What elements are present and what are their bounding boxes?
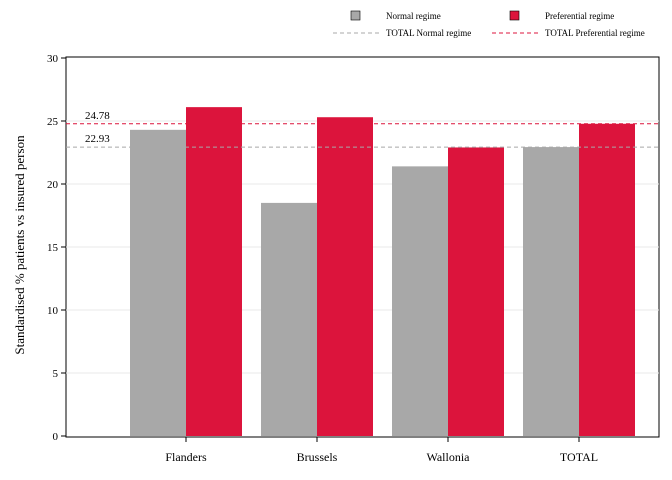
y-tick-label-6: 30 [47,53,59,65]
legend-swatch-preferential [509,10,520,21]
bar-normal-total [523,147,579,436]
legend-label-preferential: Preferential regime [545,11,614,21]
y-tick-label-4: 20 [47,179,59,191]
y-axis: 0 5 10 15 20 25 30 [47,53,66,443]
bar-normal-brussels [261,202,317,436]
reference-label-1: 24.78 [85,110,110,122]
bar-normal-flanders [130,129,186,436]
bar-normal-wallonia [392,166,448,437]
y-tick-label-2: 10 [47,305,59,317]
x-tick-label-total: TOTAL [560,450,598,464]
x-tick-label-brussels: Brussels [297,450,338,464]
legend-label-total-normal: TOTAL Normal regime [386,28,471,38]
y-tick-label-5: 25 [47,116,59,128]
reference-lines: 22.93 24.78 [66,110,659,148]
bar-preferential-total [579,123,635,436]
legend: Normal regime Preferential regime TOTAL … [333,10,645,38]
bar-preferential-brussels [317,117,373,436]
y-tick-label-0: 0 [53,431,59,443]
x-tick-label-flanders: Flanders [165,450,207,464]
y-axis-title: Standardised % patients vs insured perso… [12,135,27,355]
bar-preferential-wallonia [448,147,504,436]
bars [130,107,635,437]
x-tick-label-wallonia: Wallonia [426,450,470,464]
y-tick-label-3: 15 [47,242,59,254]
legend-label-normal: Normal regime [386,11,441,21]
legend-swatch-normal [350,10,361,21]
reference-label-0: 22.93 [85,133,110,145]
y-tick-label-1: 5 [53,368,59,380]
legend-label-total-preferential: TOTAL Preferential regime [545,28,645,38]
x-axis: Flanders Brussels Wallonia TOTAL [165,437,598,464]
bar-preferential-flanders [186,107,242,436]
